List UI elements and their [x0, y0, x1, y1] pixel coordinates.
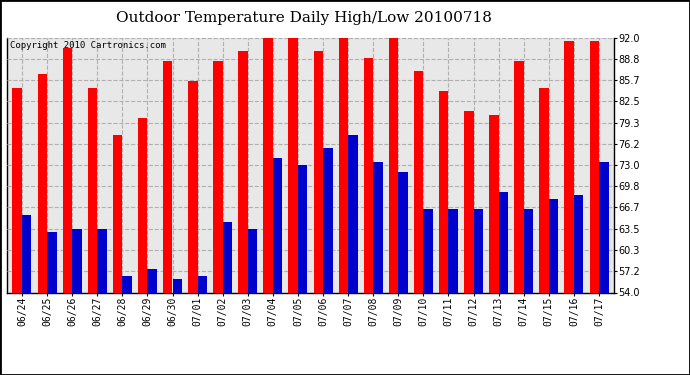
Bar	[489, 115, 499, 292]
Bar	[288, 31, 298, 292]
Bar	[148, 269, 157, 292]
Bar	[540, 88, 549, 292]
Bar	[97, 229, 107, 292]
Bar	[138, 118, 148, 292]
Bar	[424, 209, 433, 292]
Bar	[464, 111, 473, 292]
Bar	[172, 279, 182, 292]
Bar	[88, 88, 97, 292]
Bar	[574, 195, 584, 292]
Bar	[564, 41, 574, 292]
Bar	[22, 215, 32, 292]
Text: Copyright 2010 Cartronics.com: Copyright 2010 Cartronics.com	[10, 41, 166, 50]
Bar	[248, 229, 257, 292]
Bar	[388, 38, 398, 292]
Bar	[549, 198, 558, 292]
Bar	[112, 135, 122, 292]
Bar	[499, 192, 509, 292]
Bar	[12, 88, 22, 292]
Bar	[514, 61, 524, 292]
Bar	[589, 41, 599, 292]
Bar	[348, 135, 357, 292]
Bar	[47, 232, 57, 292]
Bar	[72, 229, 81, 292]
Bar	[599, 162, 609, 292]
Bar	[524, 209, 533, 292]
Bar	[298, 165, 308, 292]
Bar	[188, 81, 197, 292]
Bar	[364, 58, 373, 292]
Bar	[323, 148, 333, 292]
Bar	[197, 276, 207, 292]
Bar	[373, 162, 383, 292]
Bar	[313, 51, 323, 292]
Bar	[264, 38, 273, 292]
Bar	[273, 158, 282, 292]
Bar	[339, 31, 348, 292]
Bar	[37, 74, 47, 292]
Bar	[448, 209, 458, 292]
Bar	[238, 51, 248, 292]
Bar	[63, 48, 72, 292]
Bar	[398, 172, 408, 292]
Bar	[439, 91, 449, 292]
Bar	[163, 61, 172, 292]
Bar	[223, 222, 233, 292]
Text: Outdoor Temperature Daily High/Low 20100718: Outdoor Temperature Daily High/Low 20100…	[116, 11, 491, 25]
Bar	[473, 209, 483, 292]
Bar	[213, 61, 223, 292]
Bar	[122, 276, 132, 292]
Bar	[414, 71, 424, 292]
